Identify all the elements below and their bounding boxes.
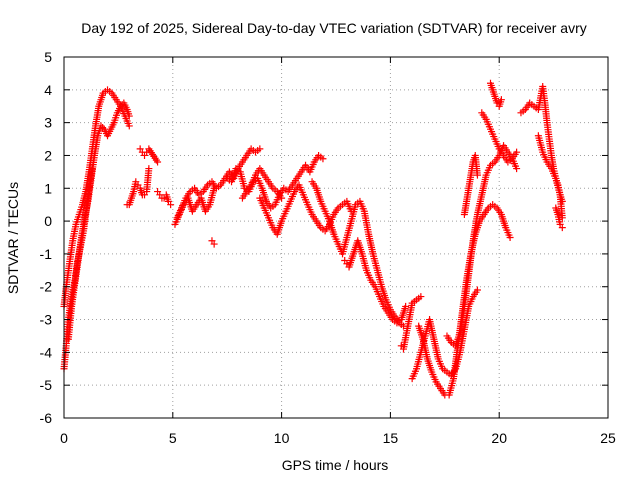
x-tick-label: 0 — [60, 430, 68, 446]
data-point — [473, 171, 481, 179]
data-point — [99, 124, 107, 132]
data-point — [513, 148, 521, 156]
x-axis-label: GPS time / hours — [282, 457, 389, 473]
y-tick-label: 1 — [44, 180, 52, 196]
data-point — [417, 293, 425, 301]
y-tick-label: -2 — [40, 279, 53, 295]
data-point — [506, 234, 514, 241]
data-point — [473, 286, 481, 294]
data-point — [278, 194, 286, 202]
data-point — [145, 165, 153, 173]
y-tick-label: -4 — [40, 344, 53, 360]
plot-frame — [63, 56, 609, 419]
grid — [64, 57, 608, 418]
y-tick-label: -1 — [40, 246, 53, 262]
y-tick-label: 2 — [44, 147, 52, 163]
y-axis-label: SDTVAR / TECUs — [5, 182, 21, 294]
data-point — [167, 201, 175, 209]
y-tick-label: 4 — [44, 82, 52, 98]
x-tick-label: 15 — [383, 430, 399, 446]
chart-title: Day 192 of 2025, Sidereal Day-to-day VTE… — [81, 20, 587, 36]
data-point — [513, 165, 521, 173]
x-tick-label: 10 — [274, 430, 290, 446]
data-point — [497, 96, 505, 104]
y-tick-label: -6 — [40, 410, 53, 426]
y-tick-label: -5 — [40, 377, 53, 393]
x-tick-label: 20 — [491, 430, 507, 446]
y-tick-label: 3 — [44, 115, 52, 131]
x-tick-label: 25 — [600, 430, 616, 446]
data-point — [319, 155, 327, 163]
data-points — [60, 79, 566, 399]
data-point — [117, 102, 125, 110]
data-point — [558, 224, 566, 232]
ticks: 0 5 10 15 20 25 -6 -5 -4 -3 -2 -1 0 1 2 3 4 5 — [40, 49, 616, 446]
y-tick-label: -3 — [40, 312, 53, 328]
data-point — [125, 122, 133, 130]
y-tick-label: 5 — [44, 49, 52, 65]
x-tick-label: 5 — [169, 430, 177, 446]
data-point — [256, 145, 264, 153]
data-point — [97, 122, 105, 130]
data-point — [210, 184, 218, 192]
data-point — [402, 302, 410, 310]
data-point — [210, 240, 218, 248]
data-point — [125, 112, 133, 120]
data-point — [558, 214, 566, 222]
data-point — [154, 158, 162, 166]
y-tick-label: 0 — [44, 213, 52, 229]
